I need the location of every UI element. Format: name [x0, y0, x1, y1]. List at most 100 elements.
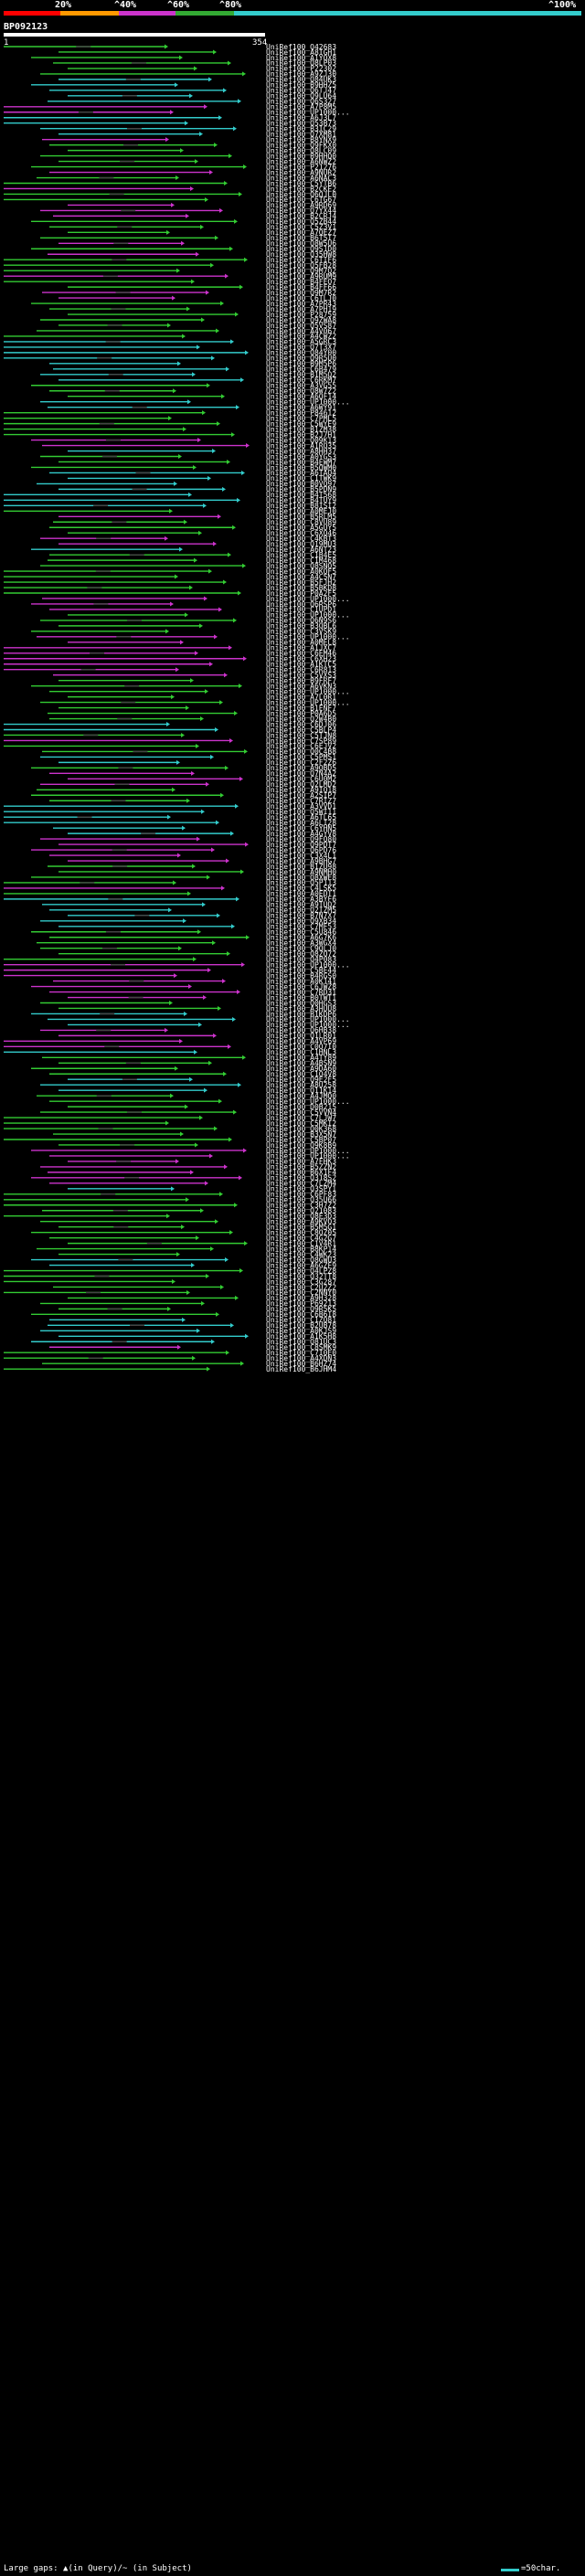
hit-row[interactable]: UniRef100_UP1000...	[31, 1147, 350, 1155]
hit-row[interactable]: UniRef100_A0KJS9	[40, 1327, 336, 1335]
hit-row[interactable]: UniRef100_A0EDT1	[4, 890, 336, 898]
hit-row[interactable]: UniRef100_C1TWK9	[68, 474, 336, 482]
hit-row[interactable]: UniRef100_A4JMQ0	[37, 1092, 336, 1100]
hit-row[interactable]: UniRef100_A0MEL8	[68, 639, 336, 647]
hit-row[interactable]: UniRef100_B5M5G1	[58, 1223, 336, 1231]
hit-row[interactable]: UniRef100_C8VU89	[53, 518, 336, 526]
hit-row[interactable]: UniRef100_A4V067	[37, 327, 336, 335]
hit-row[interactable]: UniRef100_A9ZJ30	[40, 70, 336, 79]
hit-row[interactable]: UniRef100_A6G7K6	[49, 934, 336, 942]
hit-row[interactable]: UniRef100_A4TY89	[42, 1054, 336, 1062]
hit-row[interactable]: UniRef100_B0VQ97	[37, 480, 336, 488]
hit-row[interactable]: UniRef100_Q0K368	[4, 1125, 336, 1133]
hit-row[interactable]: UniRef100_A9TUQ2	[42, 901, 336, 909]
hit-row[interactable]: UniRef100_Q318S2	[31, 1174, 336, 1182]
hit-row[interactable]: UniRef100_A6QF14	[68, 393, 336, 401]
hit-row[interactable]: UniRef100_C2NNY0	[4, 1288, 336, 1297]
hit-row[interactable]: UniRef100_C6R813	[4, 666, 336, 674]
hit-row[interactable]: UniRef100_A6WY91	[48, 403, 336, 411]
hit-row[interactable]: UniRef100_A3VG55	[31, 382, 336, 390]
hit-row[interactable]: UniRef100_B1KDP6	[31, 1010, 336, 1018]
hit-row[interactable]: UniRef100_B4T568	[4, 491, 336, 499]
hit-row[interactable]: UniRef100_UP1000...	[40, 698, 350, 706]
hit-row[interactable]: UniRef100_B5ZZN2	[40, 1163, 336, 1171]
hit-row[interactable]: UniRef100_Q53B73	[4, 120, 336, 128]
hit-row[interactable]: UniRef100_B9M5P6	[49, 360, 336, 368]
hit-row[interactable]: UniRef100_C6TG67	[4, 196, 336, 204]
hit-row[interactable]: UniRef100_B9HHZ5	[31, 81, 336, 90]
hit-row[interactable]: UniRef100_C6PF83	[4, 1191, 336, 1199]
hit-row[interactable]: UniRef100_C6XQ46	[68, 529, 336, 537]
hit-row[interactable]: UniRef100_Q8ZQ72	[58, 949, 336, 958]
hit-row[interactable]: UniRef100_Q81UC3	[31, 1338, 336, 1346]
hit-row[interactable]: UniRef100_UP1000...	[68, 611, 350, 620]
hit-row[interactable]: UniRef100_Q4P083	[4, 955, 336, 963]
hit-row[interactable]: UniRef100_Q9LU64	[68, 92, 336, 101]
hit-row[interactable]: UniRef100_A3WGX4	[37, 939, 336, 948]
hit-row[interactable]: UniRef100_Q9E2F5	[68, 1076, 336, 1084]
hit-row[interactable]: UniRef100_Q9XB34	[40, 917, 336, 926]
hit-row[interactable]: UniRef100_UP1000...	[49, 687, 350, 695]
hit-row[interactable]: UniRef100_C6TIF6	[4, 256, 336, 264]
hit-row[interactable]: UniRef100_P84612	[4, 408, 336, 417]
hit-row[interactable]: UniRef100_A4GYV8	[68, 830, 336, 838]
hit-row[interactable]: UniRef100_A7PR43	[31, 300, 336, 308]
hit-row[interactable]: UniRef100_A4CWZ2	[4, 333, 336, 341]
hit-row[interactable]: UniRef100_C8QZ05	[31, 1228, 336, 1236]
hit-row[interactable]: UniRef100_Q8SNQ5	[40, 562, 336, 570]
hit-row[interactable]: UniRef100_Q5FB28	[4, 261, 336, 270]
hit-row[interactable]: UniRef100_Q5P113	[4, 879, 336, 887]
hit-row[interactable]: UniRef100_A1RQ35	[42, 441, 336, 450]
hit-row[interactable]: UniRef100_C9QLJ0	[40, 945, 336, 953]
hit-row[interactable]: UniRef100_B4FF66	[68, 283, 336, 292]
hit-row[interactable]: UniRef100_B2CRJ4	[53, 212, 336, 220]
hit-row[interactable]: UniRef100_B3IC29	[40, 125, 336, 133]
hit-row[interactable]: UniRef100_C3H7Z2	[4, 1202, 336, 1210]
hit-row[interactable]: UniRef100_UP1000...	[49, 1152, 350, 1161]
hit-row[interactable]: UniRef100_Q9K8B9	[58, 1141, 336, 1150]
hit-row[interactable]: UniRef100_A9NUR2	[49, 168, 336, 176]
hit-row[interactable]: UniRef100_C6DJ06	[4, 720, 336, 728]
hit-row[interactable]: UniRef100_A8U258	[40, 1081, 336, 1089]
hit-row[interactable]: UniRef100_B4TUY9	[4, 496, 336, 504]
hit-row[interactable]: UniRef100_C8SMK9	[49, 1343, 336, 1352]
hit-row[interactable]: UniRef100_B9HHQ0	[40, 152, 336, 160]
hit-row[interactable]: UniRef100_Q6RSP6	[31, 600, 336, 609]
hit-row[interactable]: UniRef100_C5VVN4	[40, 1108, 336, 1117]
hit-row[interactable]: UniRef100_C7PML5	[4, 414, 336, 422]
hit-row[interactable]: UniRef100_B3X5N7	[53, 1130, 336, 1139]
hit-row[interactable]: UniRef100_C6TLJ0	[58, 294, 336, 302]
hit-row[interactable]: UniRef100_Q11K14	[58, 1087, 336, 1095]
hit-row[interactable]: UniRef100_A1K5H8	[58, 1332, 336, 1341]
hit-row[interactable]: UniRef100_UP1000...	[49, 1097, 350, 1106]
hit-row[interactable]: UniRef100_A1KTC5	[4, 661, 336, 669]
hit-row[interactable]: UniRef100_C7LJW7	[4, 1114, 336, 1122]
hit-row[interactable]: UniRef100_B7N7X7	[68, 912, 336, 920]
hit-row[interactable]: UniRef100_Q6HB38	[40, 1026, 336, 1034]
hit-row[interactable]: UniRef100_Q5WI11	[4, 808, 336, 816]
hit-row[interactable]: UniRef100_Q9PDT7	[58, 841, 336, 849]
hit-row[interactable]: UniRef100_Q9M7R2	[42, 289, 336, 297]
hit-row[interactable]: UniRef100_C4G2G7	[49, 1234, 336, 1242]
hit-row[interactable]: UniRef100_C4LSK5	[4, 885, 336, 893]
hit-row[interactable]: UniRef100_Q32TT8	[4, 1272, 336, 1280]
hit-row[interactable]: UniRef100_P22302	[68, 65, 336, 73]
hit-row[interactable]: UniRef100_A7PH19	[49, 305, 336, 313]
hit-row[interactable]: UniRef100_B5RLM5	[58, 513, 336, 521]
hit-row[interactable]: UniRef100_C2U2Z2	[53, 1283, 336, 1291]
hit-row[interactable]: UniRef100_B3QBL6	[58, 622, 336, 631]
hit-row[interactable]: UniRef100_UP1000...	[4, 109, 350, 117]
hit-row[interactable]: UniRef100_UP1000...	[42, 595, 350, 603]
hit-row[interactable]: UniRef100_P0A2F5	[4, 589, 336, 598]
hit-row[interactable]: UniRef100_A9DA60	[31, 1065, 336, 1073]
hit-row[interactable]: UniRef100_Q0HGS3	[40, 999, 336, 1007]
hit-row[interactable]: UniRef100_A7L0R1	[68, 693, 336, 701]
hit-row[interactable]: UniRef100_UP1000...	[48, 1015, 350, 1023]
hit-row[interactable]: UniRef100_C1V4R1	[68, 1239, 336, 1247]
hit-row[interactable]: UniRef100_Q6TJ47	[49, 87, 336, 95]
hit-row[interactable]: UniRef100_A9BHG7	[68, 857, 336, 865]
hit-row[interactable]: UniRef100_B6JHM4	[4, 1365, 336, 1373]
hit-row[interactable]: UniRef100_Q8E3D3	[4, 1213, 336, 1221]
hit-row[interactable]: UniRef100_C7SP89	[4, 737, 336, 745]
hit-row[interactable]: UniRef100_C5VXS3	[53, 672, 336, 680]
